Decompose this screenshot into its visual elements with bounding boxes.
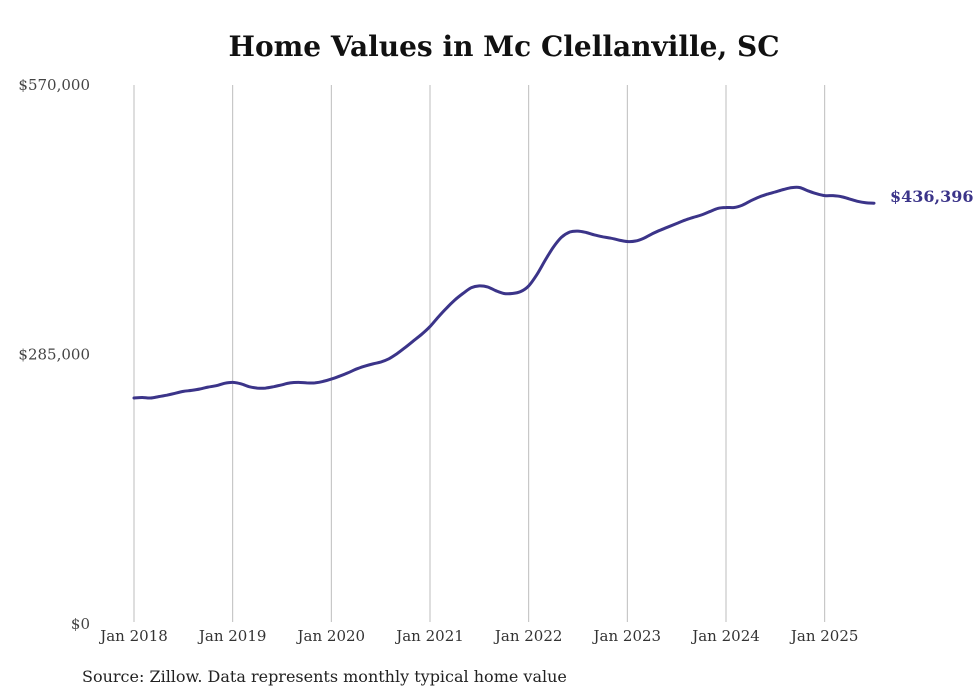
x-tick-label: Jan 2025 [789, 627, 859, 645]
x-tick-label: Jan 2021 [394, 627, 464, 645]
y-axis-ticks: $570,000 $285,000 $0 [18, 76, 90, 633]
y-tick-label: $570,000 [18, 76, 90, 94]
end-value-label: $436,396 [890, 187, 974, 206]
x-tick-label: Jan 2018 [98, 627, 168, 645]
end-label-layer: $436,396 [890, 187, 974, 206]
x-axis-ticks: Jan 2018 Jan 2019 Jan 2020 Jan 2021 Jan 2022… [98, 627, 858, 645]
grid-lines [133, 85, 826, 622]
x-tick-label: Jan 2022 [493, 627, 563, 645]
x-tick-label: Jan 2024 [690, 627, 760, 645]
series-line [132, 185, 876, 400]
source-note: Source: Zillow. Data represents monthly … [82, 667, 567, 686]
y-tick-label: $285,000 [18, 346, 90, 364]
x-tick-label: Jan 2019 [197, 627, 267, 645]
chart-title: Home Values in Mc Clellanville, SC [228, 30, 780, 63]
x-tick-label: Jan 2020 [296, 627, 366, 645]
series-layer [132, 185, 876, 400]
x-tick-label: Jan 2023 [592, 627, 662, 645]
y-tick-label: $0 [71, 615, 90, 633]
